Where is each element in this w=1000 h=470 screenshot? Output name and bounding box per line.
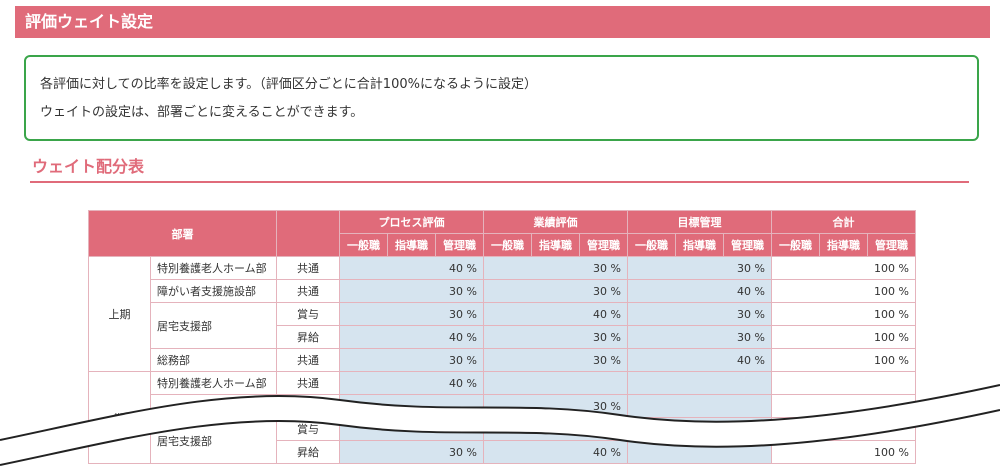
subheader-general: 一般職	[627, 233, 676, 257]
subheader-instructor: 指導職	[819, 233, 868, 257]
weight-total: 100 %	[771, 325, 916, 349]
table-row: 上期 特別養護老人ホーム部 共通 40 % 30 % 30 % 100 %	[88, 256, 916, 372]
dept-name: 障がい者支援施設部	[150, 279, 277, 303]
table-row: 総務部 共通 30 % 30 % 40 % 100 %	[89, 348, 916, 372]
weight-type	[276, 394, 340, 418]
group-header-process: プロセス評価	[339, 210, 484, 234]
weight-objectives[interactable]: 30 %	[627, 302, 772, 326]
weight-objectives[interactable]	[627, 440, 772, 464]
page-title: 評価ウェイト設定	[25, 12, 154, 31]
weight-performance[interactable]: 40 %	[483, 440, 628, 464]
weight-performance[interactable]	[483, 371, 628, 395]
weight-objectives[interactable]: 30 %	[627, 256, 772, 280]
table-row: 期 特別養護老人ホーム部 共通 40 %	[88, 371, 916, 464]
weight-type: 賞与	[276, 302, 340, 326]
weight-objectives[interactable]: 30 %	[627, 417, 772, 441]
weight-type: 共通	[276, 256, 340, 280]
type-header	[276, 210, 340, 257]
dept-name: 特別養護老人ホーム部	[150, 256, 277, 280]
subheader-manager: 管理職	[867, 233, 916, 257]
table-row: 昇給 40 % 30 % 30 % 100 %	[89, 325, 916, 349]
weight-objectives[interactable]: 40 %	[627, 348, 772, 372]
weight-process[interactable]: 30 %	[339, 440, 484, 464]
dept-name: 総務部	[150, 348, 277, 372]
weight-total	[771, 417, 916, 441]
weight-total: 100 %	[771, 279, 916, 303]
section-divider	[30, 181, 969, 183]
info-box: 各評価に対しての比率を設定します。（評価区分ごとに合計100%になるように設定）…	[24, 55, 979, 141]
weight-process[interactable]: 40 %	[339, 417, 484, 441]
dept-name: 特別養護老人ホーム部	[150, 371, 277, 395]
info-text-department: ウェイトの設定は、部署ごとに変えることができます。	[40, 105, 364, 120]
period-label: 期	[88, 371, 151, 464]
weight-objectives[interactable]: 30 %	[627, 325, 772, 349]
weight-objectives[interactable]: 40 %	[627, 279, 772, 303]
subheader-general: 一般職	[339, 233, 388, 257]
weight-performance[interactable]: 40 %	[483, 302, 628, 326]
weight-process[interactable]: 30 %	[339, 279, 484, 303]
weight-performance[interactable]: 30 %	[483, 348, 628, 372]
weight-total	[771, 371, 916, 395]
weight-total	[771, 394, 916, 418]
dept-name: 居宅支援部	[150, 302, 277, 349]
subheader-instructor: 指導職	[531, 233, 580, 257]
weight-process[interactable]	[339, 394, 484, 418]
weight-type: 共通	[276, 279, 340, 303]
info-text-ratio: 各評価に対しての比率を設定します。（評価区分ごとに合計100%になるように設定）	[40, 77, 537, 92]
weight-process[interactable]: 40 %	[339, 325, 484, 349]
weight-total: 100 %	[771, 348, 916, 372]
weight-total: 100 %	[771, 440, 916, 464]
table-row: 居宅支援部 賞与 40 % 30 %	[89, 417, 916, 464]
weight-type: 昇給	[276, 440, 340, 464]
weight-performance[interactable]: 30 %	[483, 256, 628, 280]
group-header-objectives: 目標管理	[627, 210, 772, 234]
period-label: 上期	[88, 256, 151, 372]
subheader-general: 一般職	[483, 233, 532, 257]
weight-objectives[interactable]	[627, 371, 772, 395]
weight-performance[interactable]	[483, 417, 628, 441]
weight-objectives[interactable]	[627, 394, 772, 418]
subheader-manager: 管理職	[723, 233, 772, 257]
weight-type: 昇給	[276, 325, 340, 349]
weight-type: 共通	[276, 371, 340, 395]
weight-performance[interactable]: 30 %	[483, 325, 628, 349]
dept-header: 部署	[88, 210, 277, 257]
weight-process[interactable]: 40 %	[339, 371, 484, 395]
weight-process[interactable]: 40 %	[339, 256, 484, 280]
subheader-manager: 管理職	[435, 233, 484, 257]
subheader-instructor: 指導職	[675, 233, 724, 257]
table-row: 居宅支援部 賞与 30 % 40 % 30 % 100 %	[89, 302, 916, 349]
subheader-instructor: 指導職	[387, 233, 436, 257]
weight-total: 100 %	[771, 256, 916, 280]
weight-table: 部署 プロセス評価 業績評価 目標管理 合計 一般職 指導職 管理職 一般職 指…	[88, 210, 916, 464]
page-header: 評価ウェイト設定	[15, 6, 990, 38]
weight-performance[interactable]: 30 %	[483, 394, 628, 418]
weight-type: 賞与	[276, 417, 340, 441]
weight-process[interactable]: 30 %	[339, 348, 484, 372]
weight-total: 100 %	[771, 302, 916, 326]
table-row: 30 %	[89, 394, 916, 418]
group-header-performance: 業績評価	[483, 210, 628, 234]
dept-name: 居宅支援部	[150, 417, 277, 464]
weight-type: 共通	[276, 348, 340, 372]
weight-process[interactable]: 30 %	[339, 302, 484, 326]
table-row: 障がい者支援施設部 共通 30 % 30 % 40 % 100 %	[89, 279, 916, 303]
section-title: ウェイト配分表	[32, 157, 145, 176]
subheader-general: 一般職	[771, 233, 820, 257]
group-header-total: 合計	[771, 210, 916, 234]
subheader-manager: 管理職	[579, 233, 628, 257]
weight-performance[interactable]: 30 %	[483, 279, 628, 303]
dept-name	[150, 394, 277, 418]
